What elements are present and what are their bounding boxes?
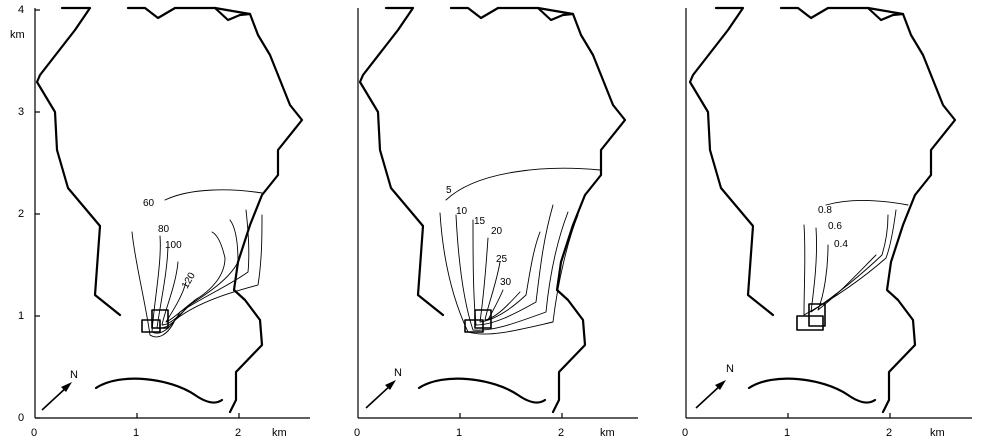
contour-label: 15	[474, 216, 486, 227]
coastline	[688, 6, 775, 317]
x-axis-ticks	[136, 413, 240, 418]
contour-label: 10	[456, 206, 468, 217]
y-tick-label: 3	[18, 106, 24, 118]
north-label: N	[394, 367, 402, 379]
y-unit-label: km	[10, 29, 25, 41]
contour-label: 0.8	[818, 205, 832, 216]
contour-lines	[439, 167, 601, 335]
contour-label: 20	[491, 226, 503, 237]
coastline-east	[449, 6, 627, 414]
map-panel-1-svg: 0 1 2 3 4 km 0 1 2 km 60 80	[10, 4, 310, 439]
contour-lines	[803, 200, 909, 316]
coastline	[35, 6, 122, 317]
y-tick-label: 1	[18, 310, 24, 322]
x-tick-label: 2	[886, 427, 892, 439]
contour-label: 120	[180, 270, 198, 290]
coastline-east	[126, 6, 304, 414]
contour-label: 30	[500, 277, 512, 288]
map-panel-3: 0 1 2 km 0.8 0.6 0.4 N	[656, 0, 976, 445]
y-axis-ticks	[35, 9, 40, 419]
x-tick-label: 2	[558, 427, 564, 439]
y-tick-label: 2	[18, 208, 24, 220]
y-tick-label: 4	[18, 4, 24, 16]
contour-label: 80	[158, 224, 170, 235]
contour-label: 5	[446, 185, 452, 196]
source-box-2	[141, 319, 161, 333]
x-unit-label: km	[600, 427, 615, 439]
coastline-north-inlet	[536, 6, 575, 22]
x-tick-label: 1	[784, 427, 790, 439]
map-panel-1: 0 1 2 3 4 km 0 1 2 km 60 80	[0, 0, 320, 445]
coastline-north-inlet	[866, 6, 905, 22]
map-panel-2-svg: 0 1 2 km 5 10 15 20 25 30 N	[354, 6, 638, 439]
coastline-north-inlet	[213, 6, 252, 22]
coastline-south	[94, 377, 224, 404]
source-box	[808, 303, 826, 327]
contour-label: 60	[143, 198, 155, 209]
coastline	[358, 6, 445, 317]
coastline-south	[417, 377, 547, 404]
x-unit-label: km	[272, 427, 287, 439]
x-tick-label: 2	[235, 427, 241, 439]
contour-label: 0.6	[828, 221, 842, 232]
x-tick-label: 0	[682, 427, 688, 439]
north-label: N	[726, 363, 734, 375]
contour-label: 100	[165, 240, 182, 251]
north-arrow-icon	[695, 380, 726, 409]
x-tick-label: 0	[354, 427, 360, 439]
coastline-south	[747, 377, 877, 404]
contour-label: 25	[496, 254, 508, 265]
x-axis-ticks	[787, 413, 891, 418]
contour-lines	[131, 189, 263, 338]
y-tick-label: 0	[18, 412, 24, 424]
x-unit-label: km	[930, 427, 945, 439]
contour-label: 0.4	[834, 239, 848, 250]
north-arrow-icon	[365, 380, 396, 409]
map-panel-3-svg: 0 1 2 km 0.8 0.6 0.4 N	[682, 6, 972, 439]
north-arrow-icon	[41, 382, 72, 411]
coastline-east	[779, 6, 957, 414]
source-box-2	[796, 315, 824, 331]
map-panel-2: 0 1 2 km 5 10 15 20 25 30 N	[328, 0, 648, 445]
x-tick-label: 1	[133, 427, 139, 439]
north-label: N	[70, 369, 78, 381]
x-axis-ticks	[459, 413, 563, 418]
x-tick-label: 0	[31, 427, 37, 439]
x-tick-label: 1	[456, 427, 462, 439]
